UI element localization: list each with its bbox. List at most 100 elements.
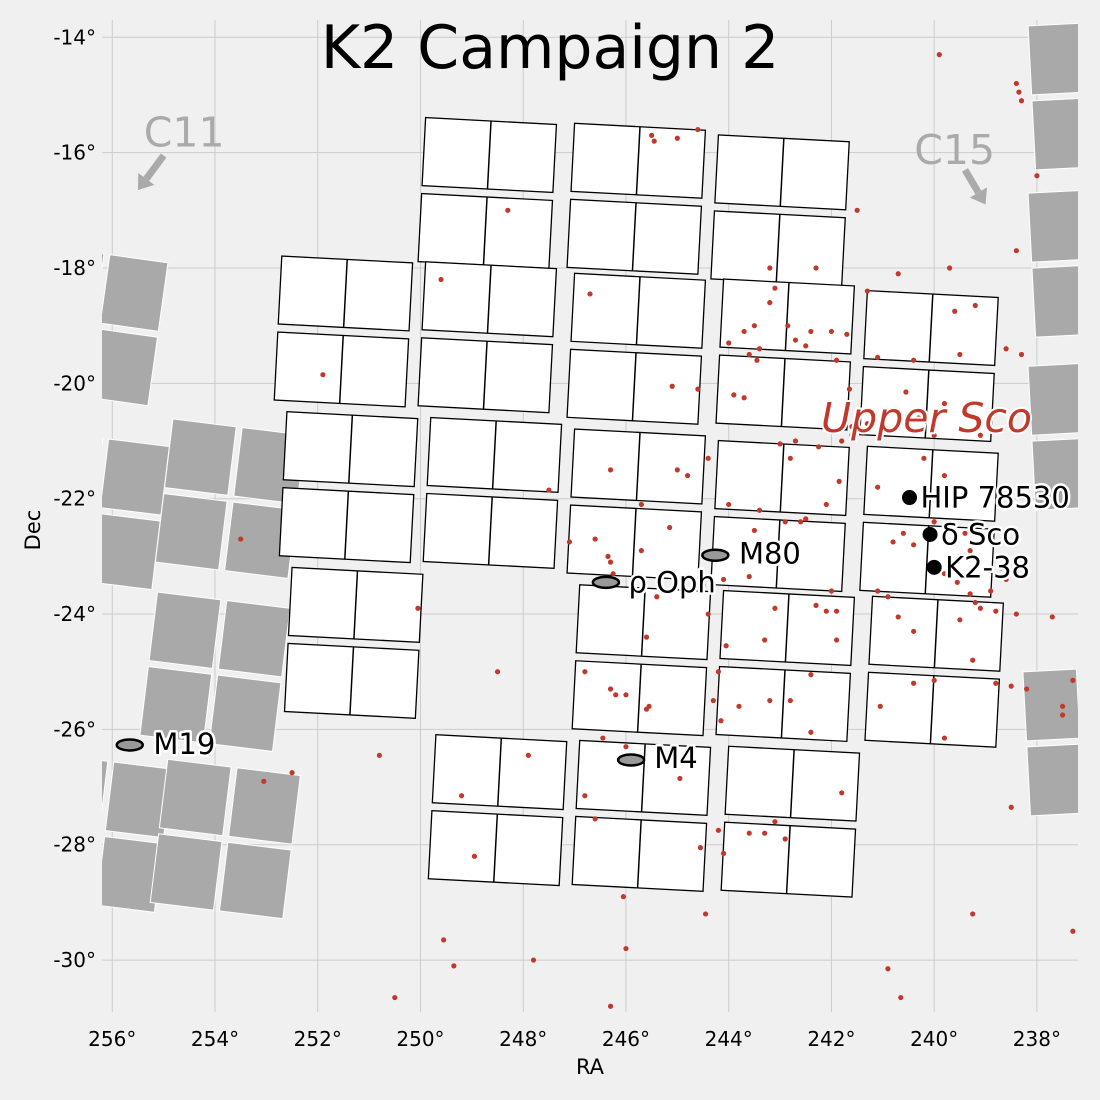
cluster-label: ρ Oph — [629, 565, 716, 599]
star-point — [911, 542, 917, 548]
star-point — [885, 966, 891, 972]
ccd-divider — [353, 570, 359, 639]
star-point — [451, 963, 457, 969]
neighbor-campaign-fields — [102, 22, 1100, 920]
y-tick-label: -30° — [53, 948, 96, 972]
star-point — [674, 467, 680, 473]
star-point — [643, 706, 650, 712]
star-point — [715, 669, 722, 675]
star-point — [667, 524, 673, 531]
star-point — [936, 52, 942, 58]
neighbor-field — [149, 758, 301, 920]
star-point — [607, 1003, 614, 1009]
star-point — [833, 637, 840, 643]
ccd-module — [715, 278, 856, 431]
campaign-label: C11 — [144, 108, 225, 156]
star-point — [792, 438, 799, 444]
target-point — [922, 526, 938, 542]
star-point — [767, 300, 773, 306]
star-point — [844, 331, 850, 337]
star-point — [792, 337, 799, 343]
star-point — [864, 421, 870, 427]
x-tick-label: 240° — [910, 1027, 958, 1051]
star-point — [970, 657, 976, 663]
star-point — [839, 790, 845, 796]
star-point — [1070, 928, 1076, 934]
neighbor-ccd — [1022, 668, 1078, 742]
star-point — [649, 132, 655, 138]
ccd-divider — [640, 588, 646, 657]
star-point — [582, 669, 588, 675]
star-point — [993, 608, 999, 614]
star-point — [970, 911, 976, 917]
star-point — [941, 571, 948, 577]
neighbor-ccd — [149, 833, 223, 911]
cluster-marker — [616, 753, 646, 767]
star-point — [620, 894, 626, 900]
cluster-marker — [115, 738, 144, 752]
ccd-module — [273, 255, 414, 408]
star-point — [957, 351, 963, 358]
campaign-arrow-shaft — [143, 153, 167, 181]
star-point — [720, 576, 727, 583]
neighbor-ccd — [154, 492, 228, 571]
star-point — [1008, 804, 1014, 810]
star-point — [836, 478, 842, 484]
ccd-divider — [487, 496, 493, 565]
star-point — [813, 602, 819, 608]
star-point — [787, 697, 793, 704]
ccd-divider — [636, 664, 642, 733]
star-point — [720, 850, 727, 856]
neighbor-ccd — [1082, 666, 1100, 738]
star-point — [695, 386, 701, 392]
star-point — [702, 911, 709, 917]
star-point — [1059, 703, 1066, 709]
ccd-divider — [636, 819, 642, 888]
cluster-label: M4 — [654, 741, 697, 775]
ccd-module — [417, 116, 558, 270]
neighbor-ccd — [163, 418, 237, 496]
neighbor-ccd — [148, 591, 222, 669]
ccd-divider — [349, 646, 355, 715]
star-point — [828, 328, 835, 335]
x-tick-label: 250° — [396, 1027, 444, 1051]
region-label: Upper Sco — [821, 394, 1032, 442]
star-point — [931, 519, 937, 525]
neighbor-ccd — [1086, 741, 1100, 813]
neighbor-ccd — [1091, 95, 1100, 167]
ccd-module — [566, 122, 707, 275]
ccd-module — [566, 428, 707, 581]
y-tick-label: -18° — [53, 256, 96, 280]
star-point — [613, 692, 619, 698]
star-point — [695, 126, 701, 133]
star-point — [238, 536, 244, 542]
ccd-module — [427, 734, 568, 887]
ccd-divider — [640, 743, 646, 812]
star-point — [1034, 173, 1040, 179]
ccd-module — [278, 411, 419, 564]
star-point — [494, 669, 501, 675]
star-point — [890, 539, 896, 545]
star-point — [1013, 80, 1019, 87]
cluster-label: M80 — [739, 536, 801, 570]
neighbor-ccd — [102, 753, 109, 831]
star-point — [1003, 576, 1009, 583]
star-point — [823, 608, 829, 614]
y-axis-label: Dec — [21, 510, 45, 551]
star-point — [546, 487, 552, 493]
ccd-module — [720, 745, 861, 898]
star-point — [762, 637, 768, 643]
star-point — [772, 819, 778, 825]
star-point — [741, 395, 747, 401]
ccd-divider — [344, 491, 350, 560]
star-point — [762, 830, 768, 836]
ccd-divider — [635, 432, 641, 501]
target-point — [902, 490, 918, 506]
star-point — [946, 265, 953, 271]
x-tick-label: 252° — [294, 1027, 342, 1051]
ccd-divider — [493, 814, 499, 883]
star-point — [600, 735, 606, 741]
star-point — [916, 415, 922, 421]
ccd-divider — [779, 443, 785, 513]
